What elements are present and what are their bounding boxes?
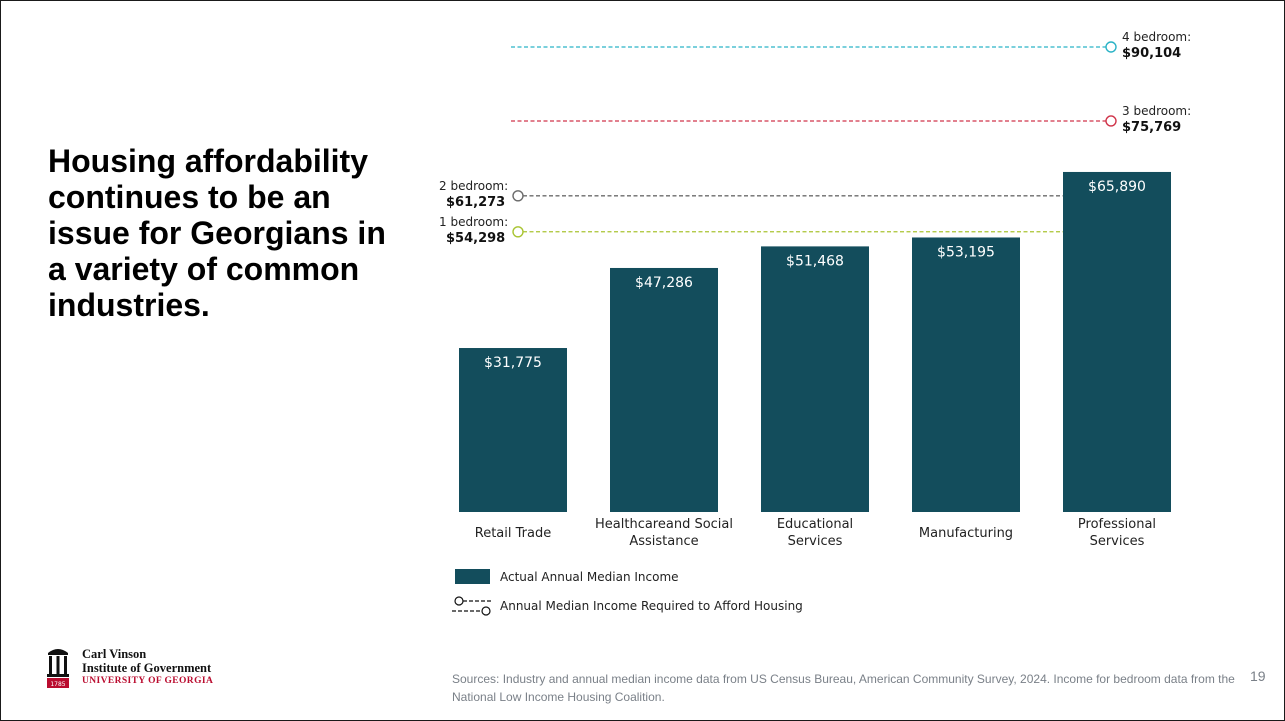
ref-label-3: 1 bedroom: bbox=[439, 215, 508, 229]
ref-marker-1 bbox=[1105, 115, 1117, 127]
legend-label-0: Actual Annual Median Income bbox=[500, 570, 679, 584]
reference-lines: 4 bedroom: $90,104 3 bedroom: $75,769 2 bedr… bbox=[439, 30, 1191, 246]
legend-swatch-bar bbox=[455, 569, 490, 584]
category-label-2-1: Services bbox=[788, 534, 843, 549]
category-label-3-0: Manufacturing bbox=[919, 526, 1013, 541]
ref-marker-3 bbox=[512, 226, 524, 238]
ref-marker-2 bbox=[512, 190, 524, 202]
bar-3 bbox=[912, 237, 1020, 513]
category-label-0-0: Retail Trade bbox=[475, 526, 551, 541]
ref-value-2: $61,273 bbox=[446, 195, 505, 210]
bar-value-label-1: $47,286 bbox=[635, 275, 693, 291]
page-number: 19 bbox=[1250, 668, 1266, 684]
bar-2 bbox=[761, 246, 869, 513]
bars: $31,775 Retail Trade $47,286 Healthcareand … bbox=[459, 171, 1171, 549]
legend-label-1: Annual Median Income Required to Afford … bbox=[500, 599, 803, 613]
bar-0 bbox=[459, 348, 567, 512]
legend-marker-close bbox=[481, 606, 491, 616]
institute-logo: 1785 Carl Vinson Institute of Government… bbox=[46, 647, 266, 689]
category-label-2-0: Educational bbox=[777, 517, 853, 532]
logo-year: 1785 bbox=[50, 681, 65, 688]
logo-line-3: UNIVERSITY OF GEORGIA bbox=[82, 676, 214, 686]
category-label-1-1: Assistance bbox=[629, 534, 698, 549]
bar-value-label-2: $51,468 bbox=[786, 253, 844, 269]
ref-value-0: $90,104 bbox=[1122, 46, 1181, 61]
bar-4 bbox=[1063, 171, 1171, 512]
ref-label-1: 3 bedroom: bbox=[1122, 104, 1191, 118]
ref-value-1: $75,769 bbox=[1122, 120, 1181, 135]
ref-label-2: 2 bedroom: bbox=[439, 179, 508, 193]
category-label-4-1: Services bbox=[1090, 534, 1145, 549]
legend-marker-open bbox=[454, 596, 464, 606]
ref-value-3: $54,298 bbox=[446, 231, 505, 246]
slide-headline: Housing affordability continues to be an… bbox=[48, 143, 386, 323]
category-label-1-0: Healthcareand Social bbox=[595, 517, 733, 532]
arch-icon: 1785 bbox=[47, 649, 69, 688]
bar-value-label-3: $53,195 bbox=[937, 244, 995, 260]
bar-value-label-0: $31,775 bbox=[484, 355, 542, 371]
legend: Actual Annual Median Income Annual Median… bbox=[452, 569, 803, 616]
category-label-4-0: Professional bbox=[1078, 517, 1156, 532]
ref-label-0: 4 bedroom: bbox=[1122, 30, 1191, 44]
bar-1 bbox=[610, 267, 718, 512]
sources-note: Sources: Industry and annual median inco… bbox=[452, 672, 1235, 704]
logo-line-1: Carl Vinson bbox=[82, 647, 147, 661]
bar-value-label-4: $65,890 bbox=[1088, 179, 1146, 195]
ref-marker-0 bbox=[1105, 41, 1117, 53]
logo-line-2: Institute of Government bbox=[82, 661, 212, 675]
